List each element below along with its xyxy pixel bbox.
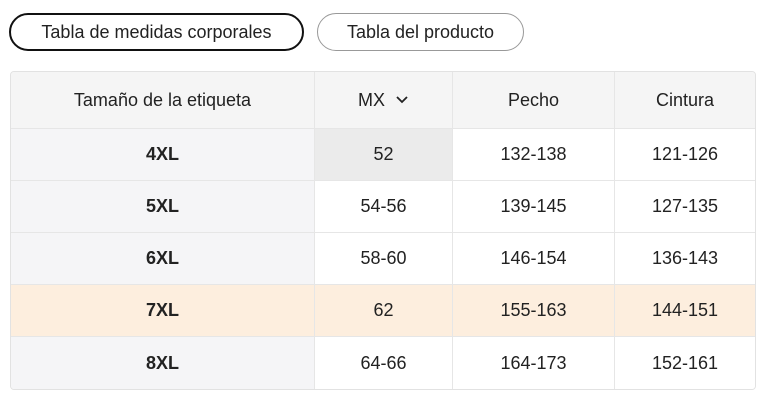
size-table: Tamaño de la etiqueta MX Pecho Cintura 4XL 52…	[10, 71, 756, 390]
header-text: Tamaño de la etiqueta	[73, 89, 252, 110]
header-text: Cintura	[655, 89, 715, 110]
header-text: MX	[358, 89, 385, 110]
header-text: Pecho	[507, 89, 560, 110]
size-value: 136-143	[615, 233, 755, 285]
dropdown-icon	[396, 96, 408, 104]
size-value: 144-151	[615, 285, 755, 337]
column-header: Tamaño de la etiqueta	[11, 72, 315, 129]
size-value: 132-138	[453, 129, 615, 181]
size-value: 58-60	[315, 233, 453, 285]
size-value: 127-135	[615, 181, 755, 233]
tab[interactable]: Tabla del producto	[317, 13, 524, 51]
size-value: 139-145	[453, 181, 615, 233]
size-value: 152-161	[615, 337, 755, 389]
size-label: 6XL	[11, 233, 315, 285]
tab[interactable]: Tabla de medidas corporales	[9, 13, 304, 51]
column-header: Pecho	[453, 72, 615, 129]
size-value: 121-126	[615, 129, 755, 181]
size-value: 64-66	[315, 337, 453, 389]
size-label: 8XL	[11, 337, 315, 389]
size-value: 54-56	[315, 181, 453, 233]
size-value: 146-154	[453, 233, 615, 285]
size-value: 155-163	[453, 285, 615, 337]
size-value: 164-173	[453, 337, 615, 389]
column-header: Cintura	[615, 72, 755, 129]
size-label: 5XL	[11, 181, 315, 233]
column-header[interactable]: MX	[315, 72, 453, 129]
size-value: 52	[315, 129, 453, 181]
size-value: 62	[315, 285, 453, 337]
size-label: 7XL	[11, 285, 315, 337]
size-label: 4XL	[11, 129, 315, 181]
